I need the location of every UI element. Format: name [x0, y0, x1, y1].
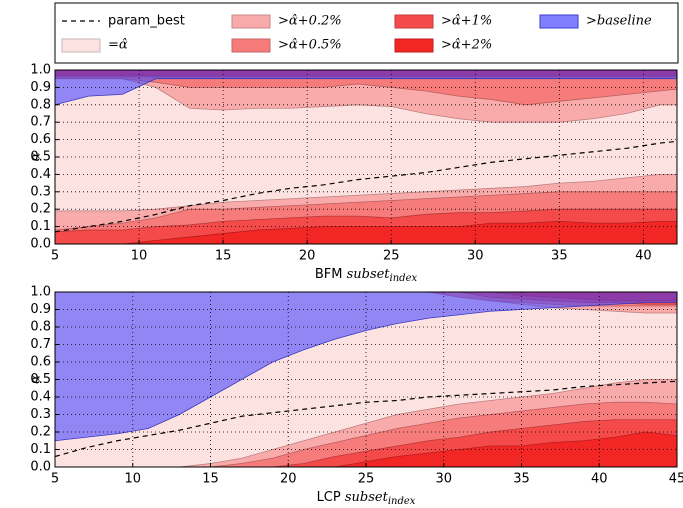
band-edge: [55, 379, 677, 467]
y-tick-label: 0.6: [30, 355, 51, 370]
x-label-part: index: [388, 496, 416, 507]
legend-label: >α̂+0.5%: [278, 38, 342, 53]
legend-label: >baseline: [586, 14, 652, 29]
x-tick-label: 25: [383, 249, 400, 264]
legend-swatch: [231, 38, 271, 53]
y-tick-label: 1.0: [30, 63, 51, 78]
y-tick-label: 0.6: [30, 132, 51, 147]
line: [55, 380, 677, 458]
y-tick-label: 0.3: [30, 407, 51, 422]
band-edge: [55, 78, 677, 106]
x-tick-label: 10: [131, 249, 148, 264]
legend-box: [54, 2, 679, 64]
band-edge: [55, 78, 677, 106]
legend-label: >α̂+2%: [441, 38, 492, 53]
y-axis-label: α: [29, 375, 44, 384]
y-tick-label: 0.7: [30, 337, 51, 352]
band-edge: [55, 419, 677, 467]
x-tick-label: 45: [669, 472, 683, 487]
x-tick-label: 10: [124, 472, 141, 487]
y-axis-label: α: [29, 152, 44, 161]
x-tick-label: 40: [635, 249, 652, 264]
x-tick-label: 15: [215, 249, 232, 264]
x-tick-label: 20: [280, 472, 297, 487]
y-tick-label: 0.4: [30, 167, 51, 182]
y-tick-label: 0.2: [30, 425, 51, 440]
plot-area: [55, 70, 677, 244]
x-axis-label: LCP subsetindex: [317, 490, 416, 507]
x-tick-label: 20: [299, 249, 316, 264]
x-tick-label: 5: [51, 472, 59, 487]
x-axis-label: BFM subsetindex: [315, 267, 418, 284]
x-tick-label: 15: [202, 472, 219, 487]
y-tick-label: 0.5: [30, 150, 51, 165]
y-tick-label: 0.1: [30, 442, 51, 457]
x-tick-label: 40: [591, 472, 608, 487]
band-edge: [55, 220, 677, 244]
band-area: [55, 292, 677, 441]
legend-swatch: [394, 38, 434, 53]
x-label-part: LCP: [317, 490, 345, 505]
x-label-part: index: [390, 273, 418, 284]
x-tick-label: 5: [51, 249, 59, 264]
line: [55, 140, 677, 233]
x-label-part: subset: [347, 267, 391, 282]
y-tick-label: 0.0: [30, 237, 51, 252]
legend-swatch: [61, 38, 101, 53]
y-tick-label: 0.2: [30, 202, 51, 217]
band-edge: [55, 431, 677, 467]
x-tick-label: 35: [513, 472, 530, 487]
x-label-part: BFM: [315, 267, 347, 282]
y-tick-label: 0.1: [30, 219, 51, 234]
y-tick-label: 0.9: [30, 302, 51, 317]
y-tick-label: 0.5: [30, 372, 51, 387]
legend-swatch: [394, 14, 434, 29]
legend-label: >α̂+0.2%: [278, 14, 342, 29]
x-tick-label: 25: [358, 472, 375, 487]
x-tick-label: 30: [435, 472, 452, 487]
y-tick-label: 0.7: [30, 115, 51, 130]
x-tick-label: 30: [467, 249, 484, 264]
y-tick-label: 0.8: [30, 97, 51, 112]
legend-label: =α̂: [108, 38, 128, 53]
band-edge: [55, 78, 677, 123]
plot-area: [55, 292, 677, 467]
band-edge: [55, 292, 677, 314]
y-tick-label: 0.3: [30, 184, 51, 199]
y-tick-label: 0.0: [30, 460, 51, 475]
y-tick-label: 1.0: [30, 285, 51, 300]
legend-swatch: [231, 14, 271, 29]
x-tick-label: 35: [551, 249, 568, 264]
x-label-part: subset: [345, 490, 389, 505]
band-area: [55, 432, 677, 467]
legend-label: param_best: [108, 14, 185, 29]
band-edge: [55, 401, 677, 467]
legend-swatch: [539, 14, 579, 29]
y-tick-label: 0.9: [30, 80, 51, 95]
y-tick-label: 0.4: [30, 390, 51, 405]
band-edge: [55, 302, 677, 442]
y-tick-label: 0.8: [30, 320, 51, 335]
band-area: [55, 221, 677, 244]
band-edge: [55, 174, 677, 212]
legend-label: >α̂+1%: [441, 14, 492, 29]
